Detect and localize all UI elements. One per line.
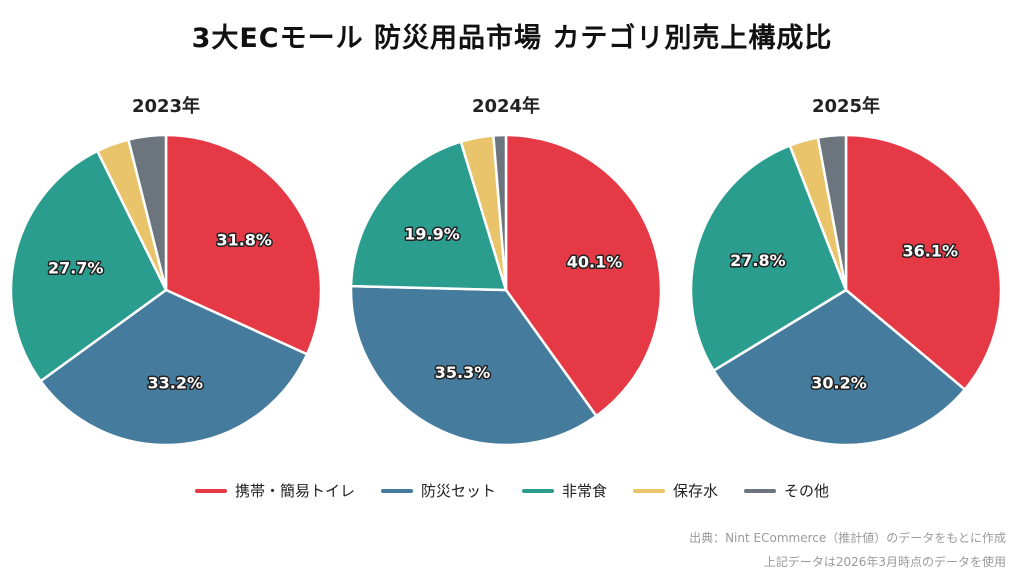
slice-label: 27.8% [730,251,786,270]
source-footnote: 出典：Nint ECommerce（推計値）のデータをもとに作成 [689,531,1006,545]
pie-slice [816,133,848,292]
legend-swatch [194,488,227,493]
legend-swatch [744,488,777,493]
pie-slice [844,133,1003,391]
slice-label: 31.8% [216,231,272,250]
pie-title: 2023年 [132,95,200,117]
pie-slice [504,133,663,418]
legend-item: 非常食 [521,480,607,501]
pie-slice [127,133,168,292]
pie-slice [349,284,598,447]
pie-title: 2024年 [472,95,540,117]
pie-chart-1: 2024年 40.1% 35.3% 19.9% [349,95,663,447]
legend-swatch [380,488,413,493]
legend-item: 保存水 [633,480,718,501]
legend-item: 防災セット [380,480,496,501]
slice-label: 36.1% [903,242,959,261]
legend-item: 携帯・簡易トイレ [194,480,355,501]
slice-label: 33.2% [148,374,204,393]
legend-label: 非常食 [561,482,607,500]
legend-label: 携帯・簡易トイレ [234,482,355,500]
legend-label: 防災セット [420,482,496,500]
pie-slice [164,133,323,356]
legend-swatch [633,488,665,493]
slice-label: 27.7% [48,259,104,278]
legend-label: 保存水 [673,482,719,500]
slice-label: 19.9% [404,225,460,244]
pie-slice [689,144,848,372]
legend-item: その他 [744,480,829,501]
pie-slice [9,149,168,383]
legend: 携帯・簡易トイレ 防災セット 非常食 保存水 その他 [0,480,1024,501]
slice-label: 40.1% [567,253,623,272]
legend-label: その他 [784,482,830,500]
pie-slice [349,140,508,292]
slice-label: 35.3% [435,363,491,382]
pie-charts: 2023年 31.8% 33.2% 27.7% 2024年 40.1% 35.3% 19.9%… [9,95,1003,447]
pie-slice [39,288,309,447]
slice-label: 30.2% [811,374,867,393]
pie-chart-0: 2023年 31.8% 33.2% 27.7% [9,95,323,447]
pie-title: 2025年 [812,95,880,117]
chart-title: 3大ECモール 防災用品市場 カテゴリ別売上構成比 [191,23,833,54]
pie-chart-2: 2025年 36.1% 30.2% 27.8% [689,95,1003,447]
date-footnote: 上記データは2026年3月時点のデータを使用 [763,555,1006,569]
legend-swatch [521,488,554,493]
pie-slice [492,133,508,292]
pie-slice [712,288,967,447]
